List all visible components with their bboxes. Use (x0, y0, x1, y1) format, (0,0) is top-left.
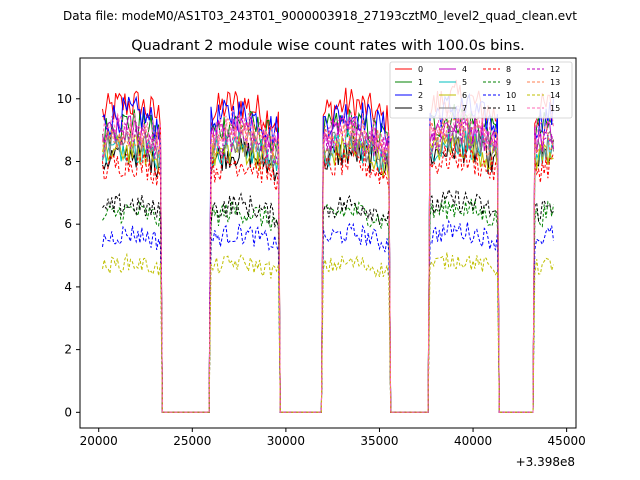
legend-label-11: 11 (506, 104, 516, 113)
legend-label-13: 13 (550, 78, 560, 87)
y-tick-label: 6 (64, 217, 72, 231)
series-line-8 (102, 143, 554, 413)
series-line-3 (102, 133, 554, 413)
x-tick-label: 25000 (173, 434, 211, 448)
series-line-6 (102, 133, 554, 413)
legend-label-5: 5 (462, 78, 467, 87)
data-file-caption: Data file: modeM0/AS1T03_243T01_90000039… (63, 9, 577, 23)
legend-label-9: 9 (506, 78, 511, 87)
legend-label-14: 14 (550, 91, 560, 100)
y-tick-label: 4 (64, 280, 72, 294)
legend-label-4: 4 (462, 65, 467, 74)
y-tick-label: 8 (64, 154, 72, 168)
series-line-9 (102, 197, 554, 413)
series-line-10 (102, 219, 554, 413)
series-line-7 (102, 123, 554, 413)
legend-label-6: 6 (462, 91, 467, 100)
legend-label-0: 0 (418, 65, 423, 74)
y-axis: 0 2 4 6 8 10 (57, 92, 80, 419)
x-tick-label: 35000 (360, 434, 398, 448)
series-line-13 (102, 111, 554, 413)
x-tick-label: 30000 (267, 434, 305, 448)
legend-label-7: 7 (462, 104, 467, 113)
y-tick-label: 0 (64, 405, 72, 419)
x-tick-label: 20000 (80, 434, 118, 448)
series-line-15 (102, 105, 554, 413)
series-line-14 (102, 252, 554, 413)
legend-label-1: 1 (418, 78, 423, 87)
legend-label-3: 3 (418, 104, 423, 113)
x-offset-label: +3.398e8 (516, 455, 575, 469)
legend-label-15: 15 (550, 104, 560, 113)
series-line-11 (102, 188, 554, 413)
legend-label-10: 10 (506, 91, 516, 100)
legend-box (389, 61, 573, 119)
x-tick-label: 45000 (548, 434, 586, 448)
legend-label-2: 2 (418, 91, 423, 100)
chart-title: Quadrant 2 module wise count rates with … (131, 38, 525, 54)
y-tick-label: 2 (64, 343, 72, 357)
x-axis: 20000 25000 30000 35000 40000 45000 (80, 428, 586, 448)
x-tick-label: 40000 (454, 434, 492, 448)
legend-label-12: 12 (550, 65, 560, 74)
plot-lines (102, 79, 554, 413)
y-tick-label: 10 (57, 92, 72, 106)
axes-frame (79, 57, 577, 429)
legend-label-8: 8 (506, 65, 511, 74)
